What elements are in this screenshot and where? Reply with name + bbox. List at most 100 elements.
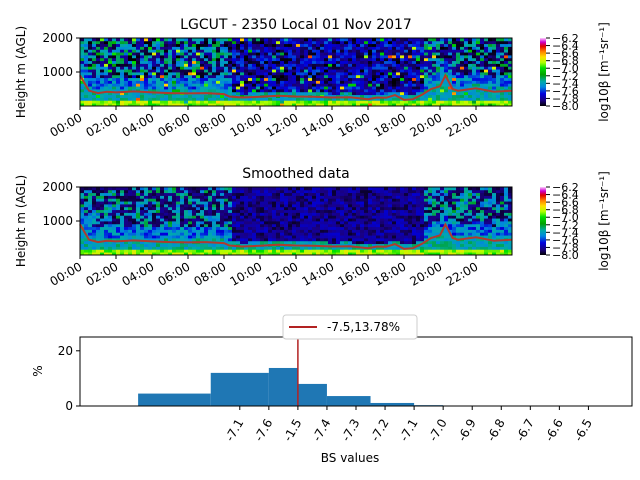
- heatmap-cell: [300, 77, 305, 81]
- heatmap-cell: [192, 57, 197, 62]
- heatmap-cell: [88, 43, 93, 47]
- heatmap-cell: [392, 40, 397, 45]
- heatmap-cell: [304, 69, 309, 73]
- heatmap-cell: [356, 100, 361, 104]
- heatmap-cell: [144, 80, 149, 84]
- heatmap-cell: [100, 80, 105, 84]
- heatmap-cell: [260, 103, 265, 106]
- heatmap-cell: [188, 209, 193, 213]
- heatmap-cell: [252, 206, 257, 211]
- heatmap-cell: [96, 74, 101, 79]
- heatmap-cell: [84, 192, 89, 196]
- heatmap-cell: [96, 249, 101, 253]
- heatmap-cell: [156, 89, 161, 93]
- heatmap-cell: [172, 223, 177, 228]
- heatmap-cell: [232, 252, 237, 255]
- heatmap-cell: [148, 198, 153, 202]
- heatmap-cell: [340, 252, 345, 255]
- heatmap-cell: [156, 204, 161, 208]
- heatmap-cell: [372, 97, 377, 101]
- heatmap-cell: [416, 235, 421, 239]
- heatmap-cell: [376, 189, 381, 194]
- heatmap-cell: [332, 243, 337, 247]
- heatmap-cell: [104, 55, 109, 59]
- heatmap-cell: [364, 86, 369, 90]
- heatmap-cell: [168, 201, 173, 205]
- heatmap-cell: [420, 77, 425, 81]
- heatmap-cell: [356, 206, 361, 211]
- heatmap-cell: [304, 40, 309, 45]
- heatmap-cell: [268, 80, 273, 84]
- heatmap-cell: [296, 238, 301, 242]
- heatmap-cell: [208, 52, 213, 56]
- heatmap-cell: [160, 209, 165, 213]
- heatmap-cell: [432, 215, 437, 219]
- heatmap-cell: [148, 66, 153, 70]
- heatmap-cell: [336, 226, 341, 230]
- heatmap-cell: [412, 63, 417, 67]
- heatmap-cell: [392, 187, 397, 191]
- heatmap-cell: [140, 55, 145, 59]
- heatmap-cell: [264, 52, 269, 56]
- heatmap-cell: [96, 235, 101, 239]
- heatmap-cell: [228, 195, 233, 199]
- heatmap-cell: [416, 252, 421, 255]
- heatmap-cell: [208, 201, 213, 205]
- heatmap-cell: [284, 69, 289, 73]
- heatmap-cell: [216, 57, 221, 62]
- heatmap-cell: [352, 72, 357, 76]
- heatmap-cell: [148, 229, 153, 233]
- heatmap-cell: [504, 80, 509, 84]
- heatmap-cell: [256, 221, 261, 225]
- heatmap-cell: [240, 192, 245, 196]
- heatmap-cell: [212, 38, 217, 42]
- heatmap-cell: [248, 246, 253, 250]
- heatmap-cell: [364, 192, 369, 196]
- heatmap-cell: [88, 243, 93, 247]
- heatmap-cell: [400, 83, 405, 87]
- heatmap-cell: [200, 246, 205, 250]
- heatmap-cell: [388, 249, 393, 253]
- heatmap-cell: [360, 238, 365, 242]
- heatmap-cell: [392, 52, 397, 56]
- heatmap-cell: [216, 72, 221, 76]
- heatmap-cell: [316, 89, 321, 93]
- heatmap-cell: [252, 192, 257, 196]
- heatmap-cell: [492, 57, 497, 62]
- heatmap-cell: [220, 192, 225, 196]
- heatmap-cell: [248, 89, 253, 93]
- heatmap-cell: [200, 198, 205, 202]
- heatmap-cell: [448, 63, 453, 67]
- heatmap-cell: [304, 209, 309, 213]
- heatmap-cell: [84, 49, 89, 53]
- heatmap-cell: [224, 94, 229, 98]
- heatmap-cell: [388, 86, 393, 90]
- heatmap-cell: [136, 246, 141, 250]
- heatmap-cell: [428, 69, 433, 73]
- heatmap-cell: [336, 215, 341, 219]
- heatmap-cell: [456, 69, 461, 73]
- heatmap-cell: [460, 63, 465, 67]
- heatmap-cell: [312, 40, 317, 45]
- heatmap-cell: [156, 243, 161, 247]
- heatmap-cell: [364, 66, 369, 70]
- heatmap-cell: [324, 187, 329, 191]
- heatmap-cell: [448, 192, 453, 196]
- heatmap-cell: [436, 229, 441, 233]
- heatmap-cell: [212, 57, 217, 62]
- heatmap-cell: [344, 60, 349, 64]
- heatmap-cell: [92, 57, 97, 62]
- heatmap-cell: [480, 91, 485, 96]
- heatmap-cell: [308, 201, 313, 205]
- heatmap-cell: [208, 97, 213, 101]
- heatmap-cell: [168, 100, 173, 104]
- heatmap-cell: [444, 66, 449, 70]
- heatmap-cell: [264, 218, 269, 222]
- heatmap-cell: [408, 192, 413, 196]
- heatmap-cell: [280, 72, 285, 76]
- heatmap-cell: [160, 43, 165, 47]
- heatmap-cell: [284, 40, 289, 45]
- heatmap-cell: [132, 195, 137, 199]
- heatmap-cell: [316, 49, 321, 53]
- heatmap-cell: [404, 232, 409, 236]
